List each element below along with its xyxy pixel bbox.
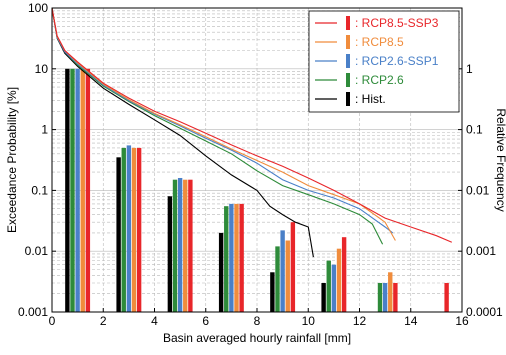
bar-rcp8-5-ssp3 (85, 68, 91, 312)
legend-label: : RCP8.5 (355, 35, 404, 49)
bar-rcp8-5 (285, 240, 290, 312)
legend-bar-swatch (346, 92, 350, 106)
y-left-tick-label: 10 (35, 62, 49, 76)
x-tick-label: 14 (404, 314, 418, 328)
bar-rcp8-5-ssp3 (341, 237, 347, 312)
bar-rcp2-6 (377, 282, 383, 312)
legend-bar-swatch (346, 54, 350, 68)
x-tick-label: 6 (202, 314, 209, 328)
bar-hist- (65, 68, 70, 312)
bar-rcp8-5 (80, 68, 85, 312)
x-tick-label: 0 (49, 314, 56, 328)
x-tick-label: 10 (302, 314, 316, 328)
x-tick-label: 2 (100, 314, 107, 328)
bar-rcp8-5 (234, 203, 239, 312)
exceedance-curves (51, 7, 453, 258)
bar-rcp2-6-ssp1 (75, 68, 80, 312)
bar-rcp2-6-ssp1 (177, 177, 183, 312)
legend-bar-swatch (346, 16, 350, 30)
y-left-tick-label: 0.01 (25, 244, 49, 258)
y-left-tick-label: 0.1 (31, 183, 48, 197)
x-tick-label: 12 (353, 314, 367, 328)
bar-rcp2-6 (326, 260, 331, 312)
y-right-tick-label: 0.001 (466, 244, 496, 258)
y-left-tick-label: 100 (28, 1, 48, 15)
y-right-tick-label: 0.1 (466, 123, 483, 137)
bar-rcp8-5 (388, 272, 393, 312)
frequency-bars (65, 68, 449, 312)
bar-hist- (321, 282, 326, 312)
bar-rcp8-5 (336, 248, 342, 312)
bar-rcp2-6-ssp1 (229, 203, 234, 312)
axis-ticks: 0 2 4 6 8 10 12 14 16 0.001 0.01 0.1 1 10 100 0.0001 0.0… (18, 1, 503, 328)
curve-rcp2-6-ssp1 (51, 7, 394, 234)
legend-label: : RCP2.6 (355, 73, 404, 87)
y-right-tick-label: 0.01 (466, 183, 490, 197)
bar-rcp2-6 (172, 179, 178, 312)
y-left-tick-label: 1 (41, 123, 48, 137)
bar-hist- (116, 157, 121, 312)
y-left-tick-label: 0.001 (18, 305, 48, 319)
y-right-tick-label: 0.0001 (466, 305, 503, 319)
bar-rcp8-5-ssp3 (239, 203, 244, 312)
legend-label: : RCP8.5-SSP3 (355, 16, 439, 30)
curve-hist- (51, 7, 314, 258)
bar-rcp2-6 (70, 68, 75, 312)
legend-label: : RCP2.6-SSP1 (355, 54, 439, 68)
y-right-tick-label: 1 (466, 62, 473, 76)
legend-bar-swatch (346, 35, 350, 49)
bar-rcp2-6 (121, 147, 126, 312)
bar-rcp2-6-ssp1 (126, 145, 132, 312)
curve-rcp8-5-ssp3 (51, 7, 453, 243)
legend-label: : Hist. (355, 92, 386, 106)
bar-rcp2-6-ssp1 (331, 264, 337, 312)
x-tick-label: 8 (254, 314, 261, 328)
bar-rcp2-6 (224, 206, 229, 312)
bar-hist- (270, 272, 275, 312)
x-tick-label: 16 (455, 314, 469, 328)
x-axis-label: Basin averaged hourly rainfall [mm] (163, 331, 351, 345)
legend-bar-swatch (346, 73, 350, 87)
bar-rcp8-5-ssp3 (290, 222, 296, 312)
bar-hist- (167, 196, 173, 312)
bar-rcp8-5-ssp3 (188, 179, 193, 312)
bar-rcp8-5 (183, 179, 188, 312)
bar-rcp8-5-ssp3 (136, 147, 142, 312)
bar-rcp2-6-ssp1 (382, 282, 388, 312)
bar-hist- (218, 232, 224, 312)
x-tick-label: 4 (151, 314, 158, 328)
bar-rcp8-5-ssp3 (444, 282, 449, 312)
y-axis-label-left: Exceedance Probability [%] (5, 87, 19, 233)
legend: : RCP8.5-SSP3 : RCP8.5 : RCP2.6-SSP1 : RCP2… (308, 10, 460, 113)
bar-rcp2-6-ssp1 (280, 230, 285, 312)
bar-rcp8-5-ssp3 (393, 282, 398, 312)
y-axis-label-right: Relative Frequency (494, 108, 506, 211)
bar-rcp2-6 (275, 246, 280, 312)
bar-rcp8-5 (131, 147, 137, 312)
